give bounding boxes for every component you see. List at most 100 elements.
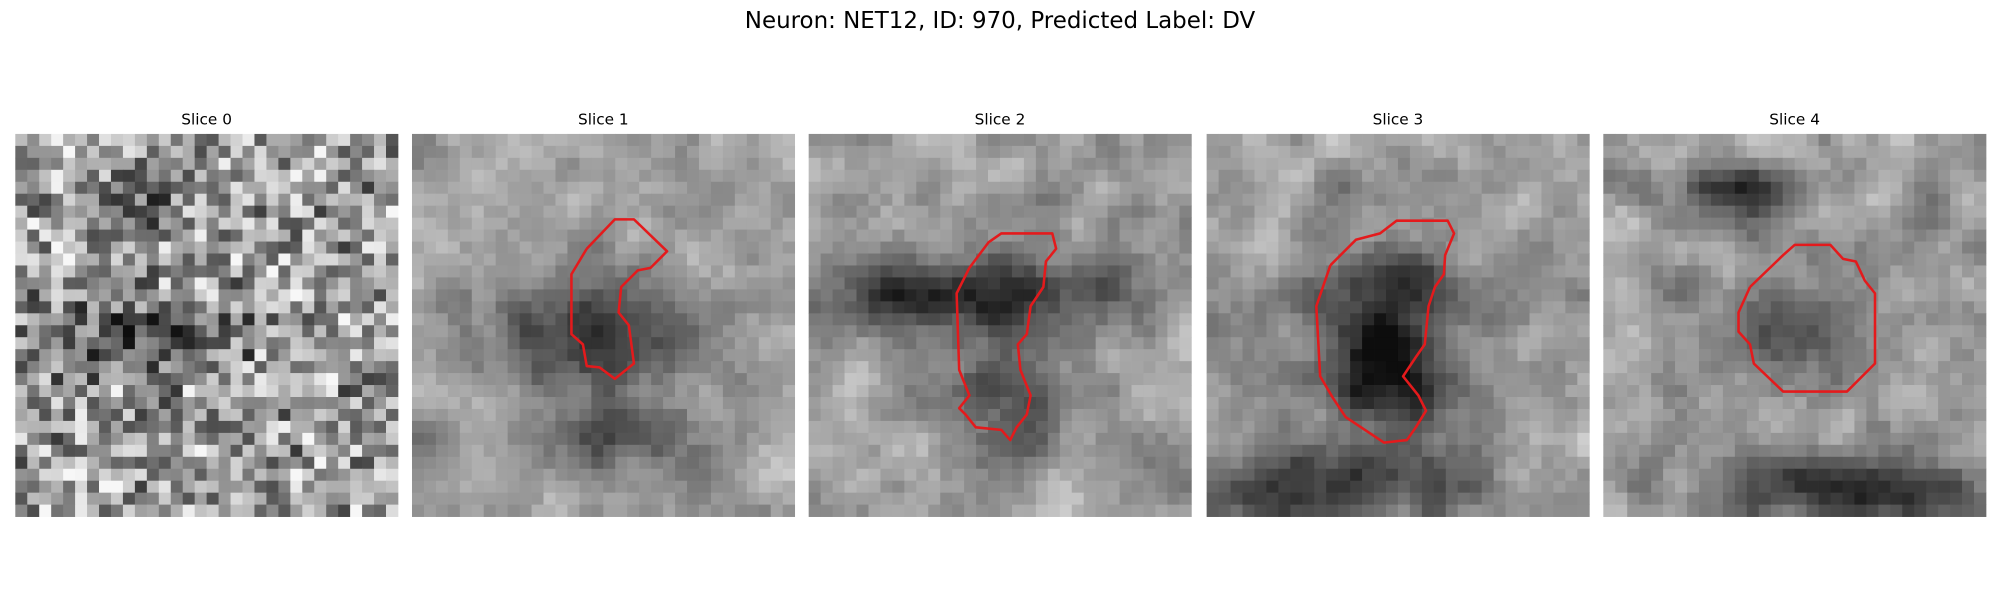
pixel <box>75 444 88 458</box>
pixel <box>1854 301 1867 314</box>
pixel <box>1445 277 1459 290</box>
pixel <box>1095 468 1109 482</box>
pixel <box>1409 145 1423 159</box>
pixel <box>1830 408 1843 422</box>
pixel <box>734 229 748 242</box>
pixel <box>63 181 76 195</box>
pixel <box>758 349 772 362</box>
pixel <box>87 468 100 482</box>
pixel <box>278 361 291 374</box>
pixel <box>1974 181 1987 195</box>
pixel <box>75 492 88 506</box>
pixel <box>1035 492 1049 506</box>
pixel <box>1734 361 1748 374</box>
pixel <box>1794 301 1807 314</box>
pixel <box>928 157 941 171</box>
pixel <box>1794 289 1807 302</box>
pixel <box>1938 193 1951 207</box>
pixel <box>1083 277 1097 290</box>
pixel <box>1167 444 1180 458</box>
pixel <box>1914 444 1927 458</box>
pixel <box>374 253 387 266</box>
pixel <box>1362 313 1375 326</box>
pixel <box>495 361 509 374</box>
pixel <box>182 133 196 147</box>
pixel <box>1242 145 1255 159</box>
pixel <box>423 265 437 278</box>
pixel <box>988 385 1001 398</box>
pixel <box>254 385 267 398</box>
pixel <box>1338 480 1351 494</box>
pixel <box>459 337 473 350</box>
pixel <box>615 277 628 290</box>
pixel <box>1119 385 1132 398</box>
pixel <box>15 277 28 290</box>
pixel <box>687 193 700 207</box>
pixel <box>1517 444 1530 458</box>
pixel <box>1397 277 1411 290</box>
pixel <box>615 217 628 230</box>
pixel <box>15 397 28 410</box>
pixel <box>87 133 100 147</box>
pixel <box>350 133 363 147</box>
pixel <box>808 157 822 171</box>
pixel <box>579 193 592 207</box>
pixel <box>1639 420 1652 434</box>
pixel <box>302 145 315 159</box>
pixel <box>1938 420 1951 434</box>
pixel <box>832 504 845 517</box>
pixel <box>1179 265 1192 278</box>
pixel <box>1083 325 1097 338</box>
pixel <box>1493 492 1506 506</box>
pixel <box>75 420 88 434</box>
pixel <box>1179 456 1192 470</box>
pixel <box>1758 193 1772 207</box>
pixel <box>242 444 255 458</box>
pixel <box>194 205 208 219</box>
pixel <box>615 229 628 242</box>
pixel <box>722 217 736 230</box>
pixel <box>746 337 760 350</box>
pixel <box>1675 265 1688 278</box>
pixel <box>1167 361 1180 374</box>
pixel <box>1011 289 1025 302</box>
pixel <box>495 241 509 254</box>
pixel <box>134 169 148 183</box>
pixel <box>1794 349 1807 362</box>
pixel <box>1386 169 1399 183</box>
pixel <box>1493 444 1506 458</box>
pixel <box>350 193 363 207</box>
pixel <box>1011 456 1025 470</box>
pixel <box>531 229 544 242</box>
pixel <box>266 253 279 266</box>
pixel <box>531 253 544 266</box>
pixel <box>904 456 917 470</box>
pixel <box>350 265 363 278</box>
pixel <box>1770 265 1784 278</box>
pixel <box>603 408 616 422</box>
pixel <box>1386 504 1399 517</box>
pixel <box>507 301 520 314</box>
pixel <box>579 373 592 386</box>
pixel <box>1698 373 1712 386</box>
pixel <box>1047 301 1061 314</box>
pixel <box>844 408 857 422</box>
pixel <box>386 456 399 470</box>
pixel <box>916 301 929 314</box>
pixel <box>495 349 509 362</box>
pixel <box>639 361 652 374</box>
pixel <box>844 325 857 338</box>
pixel <box>1035 133 1049 147</box>
pixel <box>459 217 473 230</box>
pixel <box>374 468 387 482</box>
pixel <box>603 480 616 494</box>
pixel <box>1722 217 1736 230</box>
pixel <box>1083 265 1097 278</box>
pixel <box>746 205 760 219</box>
pixel <box>710 420 724 434</box>
pixel <box>350 337 363 350</box>
pixel <box>663 468 676 482</box>
pixel <box>374 480 387 494</box>
pixel <box>206 373 219 386</box>
pixel <box>1878 157 1891 171</box>
